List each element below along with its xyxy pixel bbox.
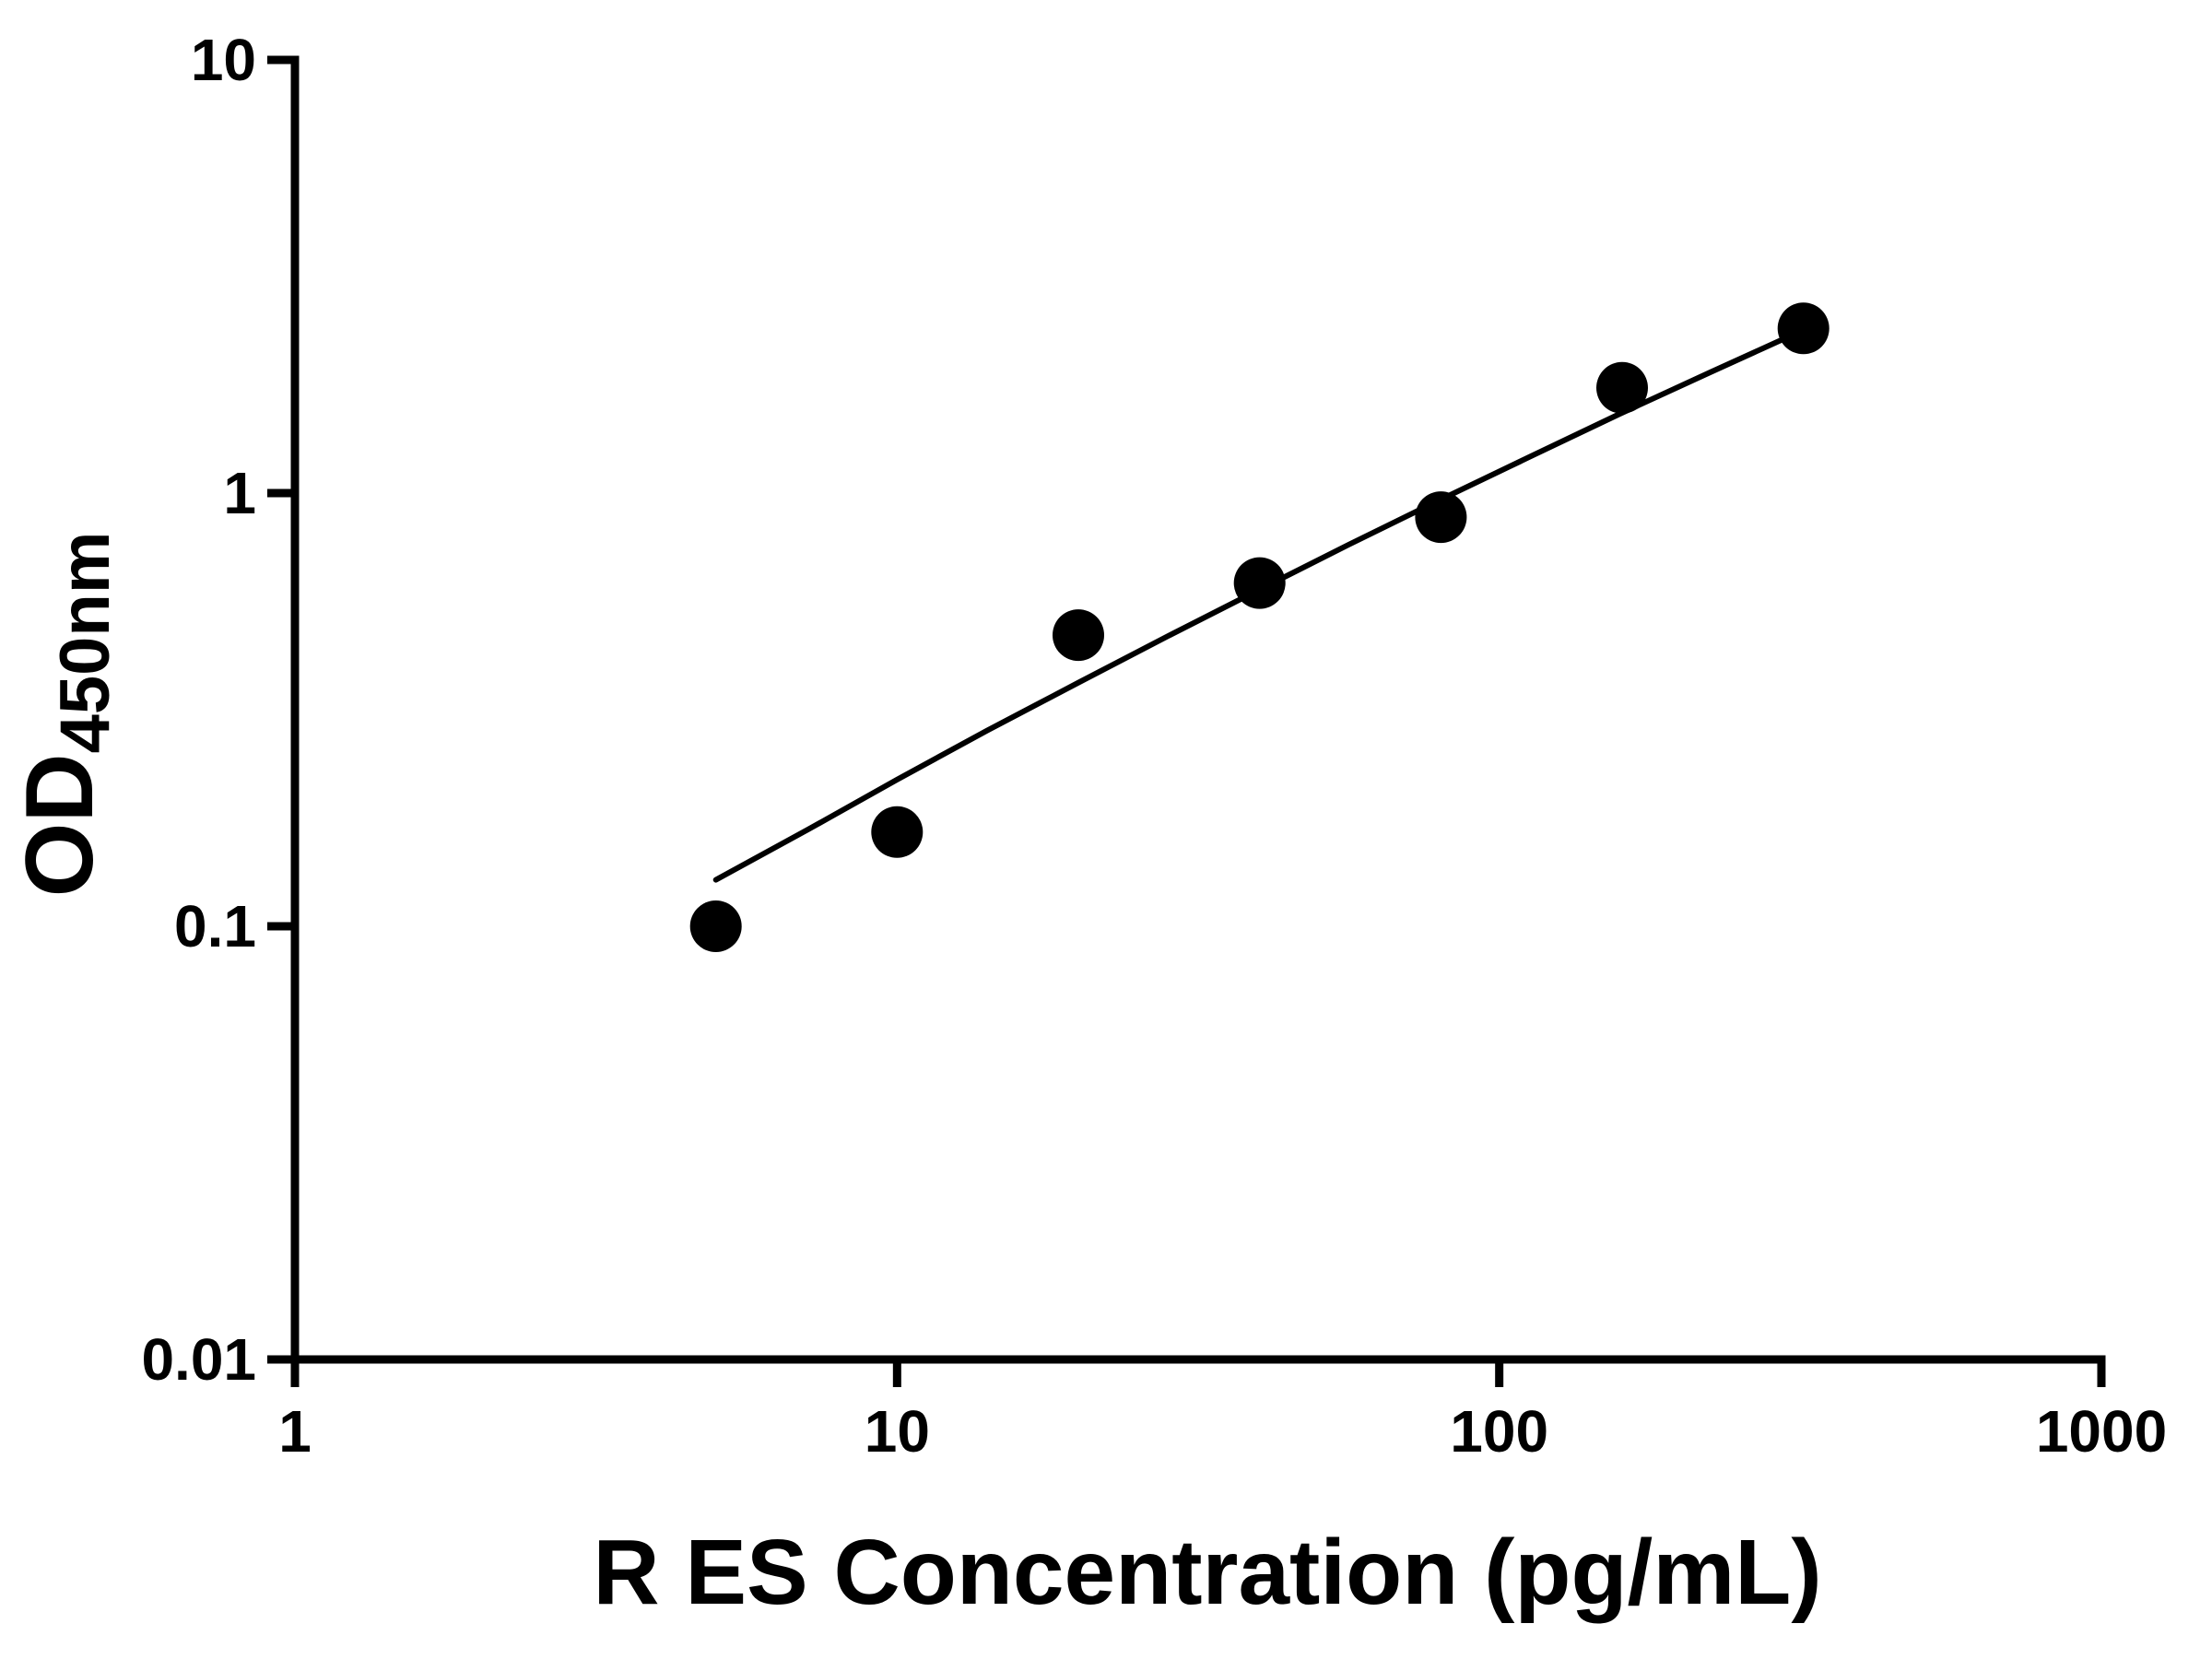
data-point	[1777, 302, 1830, 355]
y-axis-label: OD450nm	[6, 532, 124, 898]
data-point	[1233, 557, 1286, 609]
y-axis-label-subscript: 450nm	[46, 532, 124, 754]
y-axis-label-main: OD	[6, 753, 113, 897]
data-point	[1415, 491, 1467, 544]
y-axis-tick-label: 10	[191, 27, 256, 93]
x-axis-tick-label: 10	[865, 1398, 930, 1465]
y-axis-tick-label: 1	[223, 460, 256, 526]
y-axis-tick-label: 0.01	[141, 1326, 256, 1393]
data-point	[871, 806, 924, 858]
x-axis-tick-label: 1000	[2036, 1398, 2167, 1465]
plot-area: 1 10 100 1000 0.01 0.1 1 10	[141, 27, 2167, 1465]
data-point	[1596, 361, 1648, 414]
x-axis-tick-label: 1	[278, 1398, 312, 1465]
x-axis-tick-label: 100	[1450, 1398, 1548, 1465]
x-axis-label: R ES Concentration (pg/mL)	[593, 1521, 1821, 1624]
data-point	[1053, 609, 1104, 662]
data-point	[689, 900, 742, 952]
y-axis-tick-label: 0.1	[174, 893, 256, 959]
